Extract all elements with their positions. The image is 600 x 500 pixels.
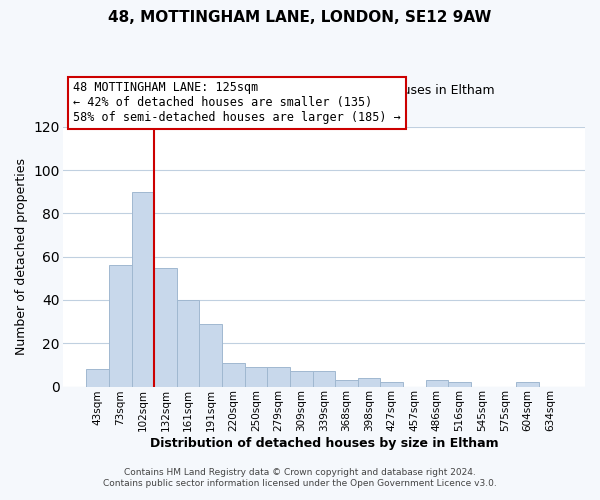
Bar	[222, 362, 245, 386]
Bar	[380, 382, 403, 386]
Bar	[335, 380, 358, 386]
Bar	[313, 372, 335, 386]
Bar	[86, 369, 109, 386]
X-axis label: Distribution of detached houses by size in Eltham: Distribution of detached houses by size …	[149, 437, 498, 450]
Bar	[109, 266, 131, 386]
Bar	[358, 378, 380, 386]
Title: Size of property relative to detached houses in Eltham: Size of property relative to detached ho…	[153, 84, 494, 96]
Y-axis label: Number of detached properties: Number of detached properties	[15, 158, 28, 355]
Bar	[268, 367, 290, 386]
Text: 48, MOTTINGHAM LANE, LONDON, SE12 9AW: 48, MOTTINGHAM LANE, LONDON, SE12 9AW	[109, 10, 491, 25]
Bar	[290, 372, 313, 386]
Bar	[516, 382, 539, 386]
Bar	[425, 380, 448, 386]
Bar	[177, 300, 199, 386]
Bar	[199, 324, 222, 386]
Text: Contains HM Land Registry data © Crown copyright and database right 2024.
Contai: Contains HM Land Registry data © Crown c…	[103, 468, 497, 487]
Bar	[154, 268, 177, 386]
Bar	[448, 382, 471, 386]
Bar	[131, 192, 154, 386]
Text: 48 MOTTINGHAM LANE: 125sqm
← 42% of detached houses are smaller (135)
58% of sem: 48 MOTTINGHAM LANE: 125sqm ← 42% of deta…	[73, 82, 401, 124]
Bar	[245, 367, 268, 386]
